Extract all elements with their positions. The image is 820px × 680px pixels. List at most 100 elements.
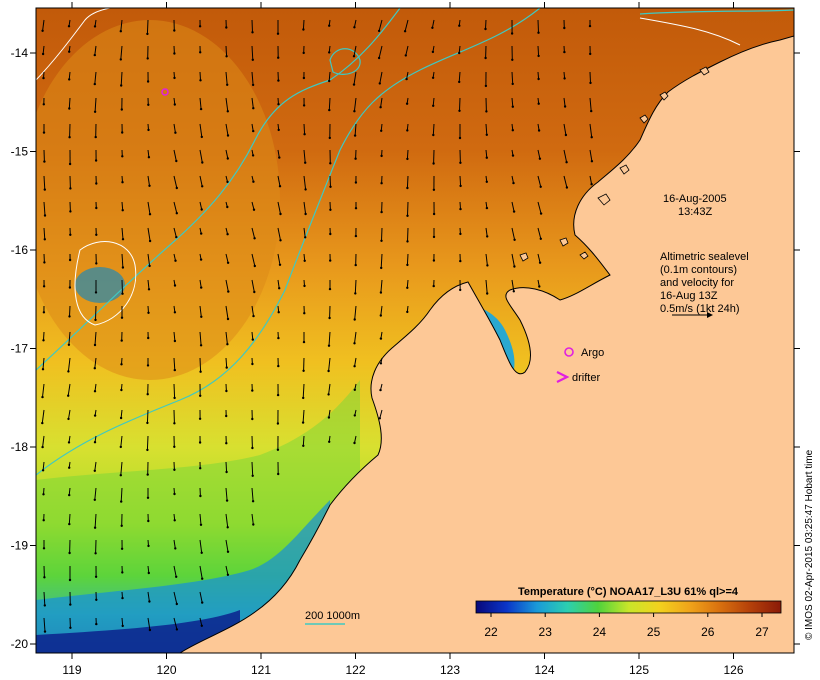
velocity-arrow xyxy=(94,71,97,85)
x-tick-label: 124 xyxy=(534,663,554,677)
velocity-arrow-head xyxy=(201,577,204,580)
velocity-arrow xyxy=(121,227,124,240)
velocity-arrow-head xyxy=(563,26,566,30)
velocity-arrow xyxy=(43,331,45,341)
velocity-arrow-head xyxy=(95,182,98,185)
velocity-arrow-head xyxy=(538,285,541,288)
velocity-arrow-head xyxy=(94,159,98,162)
velocity-arrow-head xyxy=(68,107,71,110)
velocity-arrow-head xyxy=(226,110,229,113)
velocity-arrow-head xyxy=(512,210,516,213)
velocity-arrow-head xyxy=(277,364,280,368)
velocity-arrow-head xyxy=(94,552,97,555)
velocity-arrow-head xyxy=(459,288,462,292)
velocity-arrow-head xyxy=(174,259,177,262)
velocity-arrow-head xyxy=(302,369,305,372)
velocity-arrow-head xyxy=(119,30,123,33)
velocity-arrow-head xyxy=(277,79,280,82)
velocity-arrow-head xyxy=(173,492,176,496)
velocity-arrow xyxy=(120,71,123,86)
velocity-arrow xyxy=(251,461,254,476)
velocity-arrow xyxy=(173,123,176,133)
x-axis: 119 120 121 122 123 124 125 126 xyxy=(62,2,744,677)
velocity-arrow-head xyxy=(303,312,306,315)
velocity-arrow xyxy=(67,383,71,396)
velocity-arrow-head xyxy=(173,422,176,425)
velocity-arrow xyxy=(485,227,488,237)
velocity-arrow-head xyxy=(43,261,46,264)
velocity-arrow-head xyxy=(173,284,177,287)
velocity-arrow xyxy=(277,201,281,215)
velocity-arrow xyxy=(277,253,281,265)
velocity-arrow-head xyxy=(276,393,280,397)
velocity-arrow xyxy=(511,253,515,267)
velocity-arrow-head xyxy=(67,441,71,444)
coldest-coastal-band xyxy=(36,610,240,653)
velocity-arrow xyxy=(225,253,229,263)
velocity-arrow xyxy=(173,565,177,577)
velocity-arrow-head xyxy=(459,184,462,188)
velocity-arrow-head xyxy=(120,524,123,527)
velocity-arrow xyxy=(354,123,357,136)
velocity-arrow-head xyxy=(41,469,45,472)
velocity-arrow xyxy=(199,201,203,210)
velocity-arrow-head xyxy=(68,578,72,582)
x-tick-label: 122 xyxy=(345,663,365,677)
velocity-arrow-head xyxy=(589,52,592,56)
velocity-arrow xyxy=(251,305,254,317)
velocity-arrow-head xyxy=(175,628,179,631)
velocity-arrow-head xyxy=(146,80,150,83)
velocity-arrow-head xyxy=(301,421,305,424)
velocity-arrow-head xyxy=(431,76,435,80)
velocity-arrow xyxy=(406,279,409,288)
velocity-arrow-head xyxy=(302,340,306,344)
sealevel-contours xyxy=(36,8,741,326)
velocity-arrow-head xyxy=(42,131,46,134)
velocity-arrow-head xyxy=(511,129,514,132)
velocity-arrow xyxy=(94,45,97,56)
velocity-arrow-head xyxy=(69,603,72,606)
velocity-arrow-head xyxy=(225,442,228,445)
velocity-arrow-head xyxy=(175,602,178,606)
info-line: 0.5m/s (1kt 24h) xyxy=(660,303,739,315)
velocity-arrow xyxy=(199,97,202,110)
velocity-arrow-head xyxy=(68,136,71,139)
velocity-arrow-head xyxy=(226,205,229,209)
velocity-arrow xyxy=(537,253,541,263)
velocity-arrow-head xyxy=(93,498,97,501)
velocity-arrow-head xyxy=(354,181,358,184)
bathymetry-1000m xyxy=(36,8,541,476)
velocity-arrow xyxy=(199,591,203,603)
velocity-arrow xyxy=(42,19,45,31)
velocity-arrow-head xyxy=(328,287,332,291)
velocity-arrow xyxy=(485,149,488,158)
velocity-arrow xyxy=(199,565,203,579)
velocity-arrow-head xyxy=(200,135,203,139)
velocity-arrow-head xyxy=(459,232,462,236)
velocity-arrow-head xyxy=(146,448,149,452)
velocity-arrow xyxy=(94,513,97,528)
velocity-arrow-head xyxy=(43,604,46,607)
velocity-arrow-head xyxy=(147,519,150,523)
velocity-arrow xyxy=(121,253,124,268)
velocity-arrow xyxy=(537,201,542,214)
velocity-arrow xyxy=(406,149,409,159)
velocity-arrow-head xyxy=(147,103,150,107)
velocity-arrow-head xyxy=(304,236,307,239)
velocity-arrow xyxy=(147,149,150,158)
velocity-arrow xyxy=(537,175,542,187)
velocity-arrow xyxy=(225,565,229,575)
velocity-arrow-head xyxy=(589,81,592,85)
velocity-arrow-head xyxy=(328,79,331,83)
velocity-arrow-head xyxy=(354,234,358,238)
velocity-arrow xyxy=(251,97,254,109)
velocity-arrow-head xyxy=(329,232,332,236)
velocity-arrow-head xyxy=(225,26,228,29)
velocity-arrow xyxy=(354,279,357,294)
velocity-arrow xyxy=(199,539,203,553)
velocity-arrow xyxy=(563,149,568,163)
velocity-arrow-head xyxy=(93,110,97,114)
cool-eddy xyxy=(75,267,125,303)
velocity-arrow xyxy=(120,435,123,447)
velocity-arrow-head xyxy=(199,494,202,498)
